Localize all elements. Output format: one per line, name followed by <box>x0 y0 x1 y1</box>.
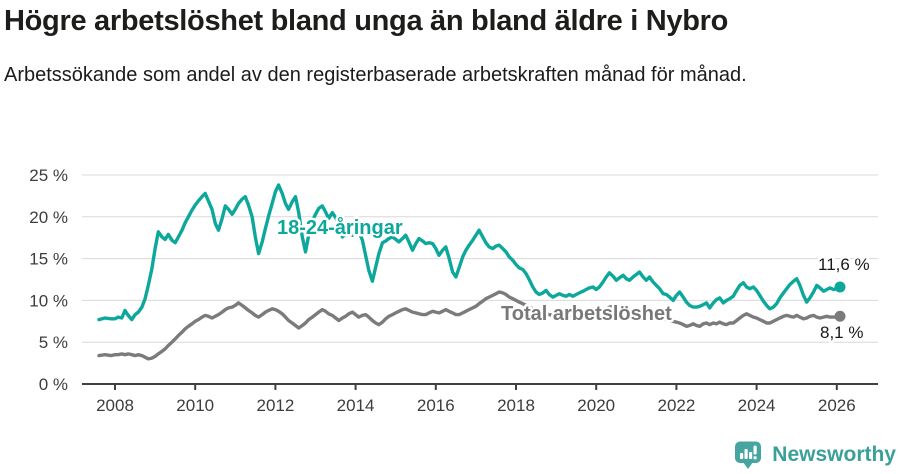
series-line-18-24-åringar <box>97 183 842 322</box>
x-axis-tick-label: 2014 <box>337 396 375 415</box>
y-axis-tick-label: 0 % <box>39 375 68 394</box>
series-label-total: Total arbetslöshet <box>501 303 672 325</box>
series-end-dot-Total arbetslöshet <box>834 310 846 322</box>
x-axis-tick-label: 2016 <box>417 396 455 415</box>
y-axis-tick-label: 20 % <box>29 208 68 227</box>
chart-subtitle: Arbetssökande som andel av den registerb… <box>4 64 747 86</box>
end-value-label-total: 8,1 % <box>820 323 863 342</box>
x-axis-tick-label: 2008 <box>96 396 134 415</box>
x-axis-tick-label: 2012 <box>256 396 294 415</box>
x-axis-tick-label: 2024 <box>738 396 776 415</box>
y-axis-tick-label: 15 % <box>29 250 68 269</box>
x-axis-tick-label: 2020 <box>577 396 615 415</box>
series-label-youth: 18-24-åringar <box>277 216 403 239</box>
series-end-dot-18-24-åringar <box>834 281 846 293</box>
y-axis-tick-label: 25 % <box>29 166 68 185</box>
brand-name: Newsworthy <box>772 443 896 466</box>
page-title: Högre arbetslöshet bland unga än bland ä… <box>4 5 729 37</box>
chart-plot-area: 0 % 5 % 10 % 15 % 20 % 25 % 2008 2010 2012 2014 20… <box>29 166 878 415</box>
series-line-Total arbetslöshet <box>97 290 842 361</box>
x-axis-tick-label: 2022 <box>657 396 695 415</box>
bar-chart-exclamation-icon <box>735 441 762 469</box>
x-axis-tick-label: 2010 <box>176 396 214 415</box>
x-axis-tick-label: 2018 <box>497 396 535 415</box>
chart-annotations: 18-24-åringar Total arbetslöshet 11,6 % … <box>275 214 873 345</box>
end-value-label-youth: 11,6 % <box>818 255 870 274</box>
x-axis-tick-label: 2026 <box>818 396 856 415</box>
newsworthy-logo[interactable]: Newsworthy <box>733 440 896 470</box>
y-axis-tick-label: 5 % <box>39 333 68 352</box>
y-axis-tick-label: 10 % <box>29 291 68 310</box>
